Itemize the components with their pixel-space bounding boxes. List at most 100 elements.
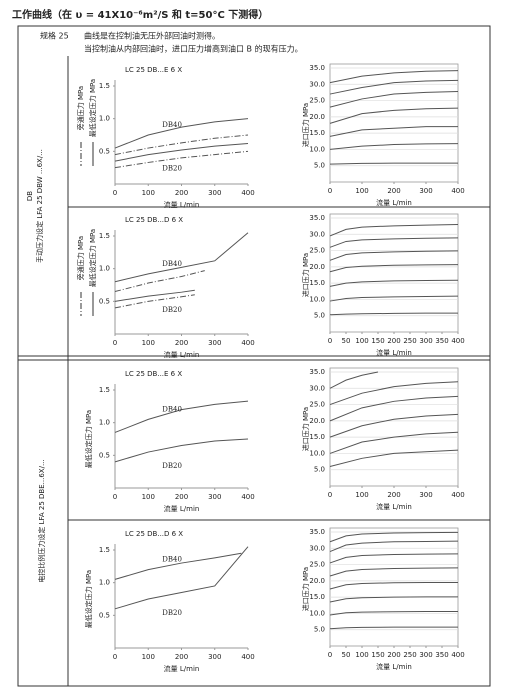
series-line	[114, 150, 249, 169]
series-line	[329, 581, 458, 590]
y-tick-label: 5.0	[314, 466, 325, 474]
x-tick-label: 300	[208, 653, 221, 661]
y-tick-label: 20.0	[309, 417, 325, 425]
x-tick-label: 400	[241, 189, 254, 197]
x-tick-label: 300	[208, 339, 221, 347]
x-tick-label: 100	[142, 653, 155, 661]
y-tick-label: 0.5	[99, 611, 110, 619]
series-line	[329, 312, 458, 316]
series-line	[329, 107, 459, 124]
y-axis-label: 进口压力 MPa	[301, 253, 310, 297]
y-tick-label: 1.0	[99, 579, 110, 587]
y-tick-label: 1.5	[99, 546, 110, 554]
y-tick-label: 30.0	[309, 80, 325, 88]
y-tick-label: 1.5	[99, 82, 110, 90]
series-line	[114, 232, 249, 283]
y-tick-label: 30.0	[309, 230, 325, 238]
series-line	[329, 126, 458, 137]
y-tick-label: 25.0	[309, 247, 325, 255]
x-tick-label: 200	[387, 187, 400, 195]
x-tick-label: 200	[387, 337, 400, 345]
x-tick-label: 400	[451, 337, 464, 345]
y-tick-label: 10.0	[309, 449, 325, 457]
x-tick-label: 200	[175, 189, 188, 197]
series-label: DB40	[162, 556, 182, 564]
x-tick-label: 300	[208, 189, 221, 197]
x-axis-label: 流量 L/min	[164, 504, 200, 513]
chart-title: LC 25 DB...D 6 X	[125, 530, 183, 538]
x-axis-label: 流量 L/min	[376, 348, 412, 357]
note: 曲线是在控制油无压外部回油时测得。	[84, 31, 220, 41]
y-tick-label: 1.0	[99, 115, 110, 123]
note: 当控制油从内部回油时，进口压力增高到油口 B 的现有压力。	[84, 44, 303, 54]
section-label: 电控比例压力设定 LFA 25 DBE...6X/...	[37, 459, 46, 582]
series-line	[329, 395, 459, 422]
series-line	[329, 413, 459, 438]
y-tick-label: 10.0	[309, 609, 325, 617]
series-line	[114, 546, 249, 610]
series-line	[329, 381, 459, 406]
x-tick-label: 0	[328, 491, 332, 499]
y-tick-label: 15.0	[309, 593, 325, 601]
x-tick-label: 100	[142, 493, 155, 501]
legend-label: 旁通压力 MPa	[76, 86, 85, 130]
chart-title: LC 25 DB...D 6 X	[125, 216, 183, 224]
series-line	[329, 449, 459, 467]
plot-frame	[329, 63, 459, 183]
series-line	[329, 79, 459, 95]
x-axis-label: 流量 L/min	[376, 198, 412, 207]
y-tick-label: 1.0	[99, 265, 110, 273]
series-label: DB20	[162, 306, 182, 314]
series-label: DB40	[162, 121, 182, 129]
series-line	[329, 224, 459, 237]
x-axis-label: 流量 L/min	[164, 200, 200, 209]
x-tick-label: 100	[355, 187, 368, 195]
y-tick-label: 20.0	[309, 263, 325, 271]
x-tick-label: 400	[451, 187, 464, 195]
series-line	[329, 626, 458, 630]
x-axis-label: 流量 L/min	[164, 350, 200, 359]
section-label: DB	[26, 191, 34, 201]
x-tick-label: 300	[208, 493, 221, 501]
y-tick-label: 5.0	[314, 312, 325, 320]
x-tick-label: 0	[328, 651, 332, 659]
x-tick-label: 0	[113, 339, 117, 347]
series-line	[114, 438, 249, 463]
chart-title: LC 25 DB...E 6 X	[125, 66, 182, 74]
x-axis-label: 流量 L/min	[376, 662, 412, 671]
series-line	[329, 90, 459, 108]
series-line	[329, 250, 459, 261]
series-label: DB20	[162, 165, 182, 173]
x-tick-label: 0	[113, 653, 117, 661]
x-tick-label: 200	[175, 339, 188, 347]
y-tick-label: 15.0	[309, 129, 325, 137]
y-tick-label: 0.5	[99, 297, 110, 305]
series-line	[114, 289, 195, 302]
x-tick-label: 350	[435, 651, 448, 659]
x-tick-label: 300	[419, 651, 432, 659]
y-tick-label: 10.0	[309, 295, 325, 303]
series-line	[329, 143, 459, 150]
plot-frame	[329, 527, 459, 647]
series-line	[329, 531, 459, 543]
x-tick-label: 300	[419, 187, 432, 195]
x-tick-label: 100	[142, 189, 155, 197]
series-line	[329, 162, 458, 165]
chart-title: LC 25 DB...E 6 X	[125, 370, 182, 378]
y-tick-label: 30.0	[309, 384, 325, 392]
series-line	[329, 431, 459, 454]
series-line	[329, 567, 459, 577]
y-tick-label: 20.0	[309, 113, 325, 121]
x-tick-label: 200	[175, 493, 188, 501]
x-tick-label: 100	[355, 337, 368, 345]
y-tick-label: 0.5	[99, 451, 110, 459]
y-tick-label: 1.5	[99, 386, 110, 394]
x-tick-label: 300	[419, 491, 432, 499]
spec: 规格 25	[40, 31, 69, 41]
series-line	[114, 142, 249, 162]
series-line	[114, 400, 249, 433]
x-axis-label: 流量 L/min	[376, 502, 412, 511]
x-tick-label: 0	[113, 189, 117, 197]
x-tick-label: 0	[113, 493, 117, 501]
x-tick-label: 250	[403, 337, 416, 345]
